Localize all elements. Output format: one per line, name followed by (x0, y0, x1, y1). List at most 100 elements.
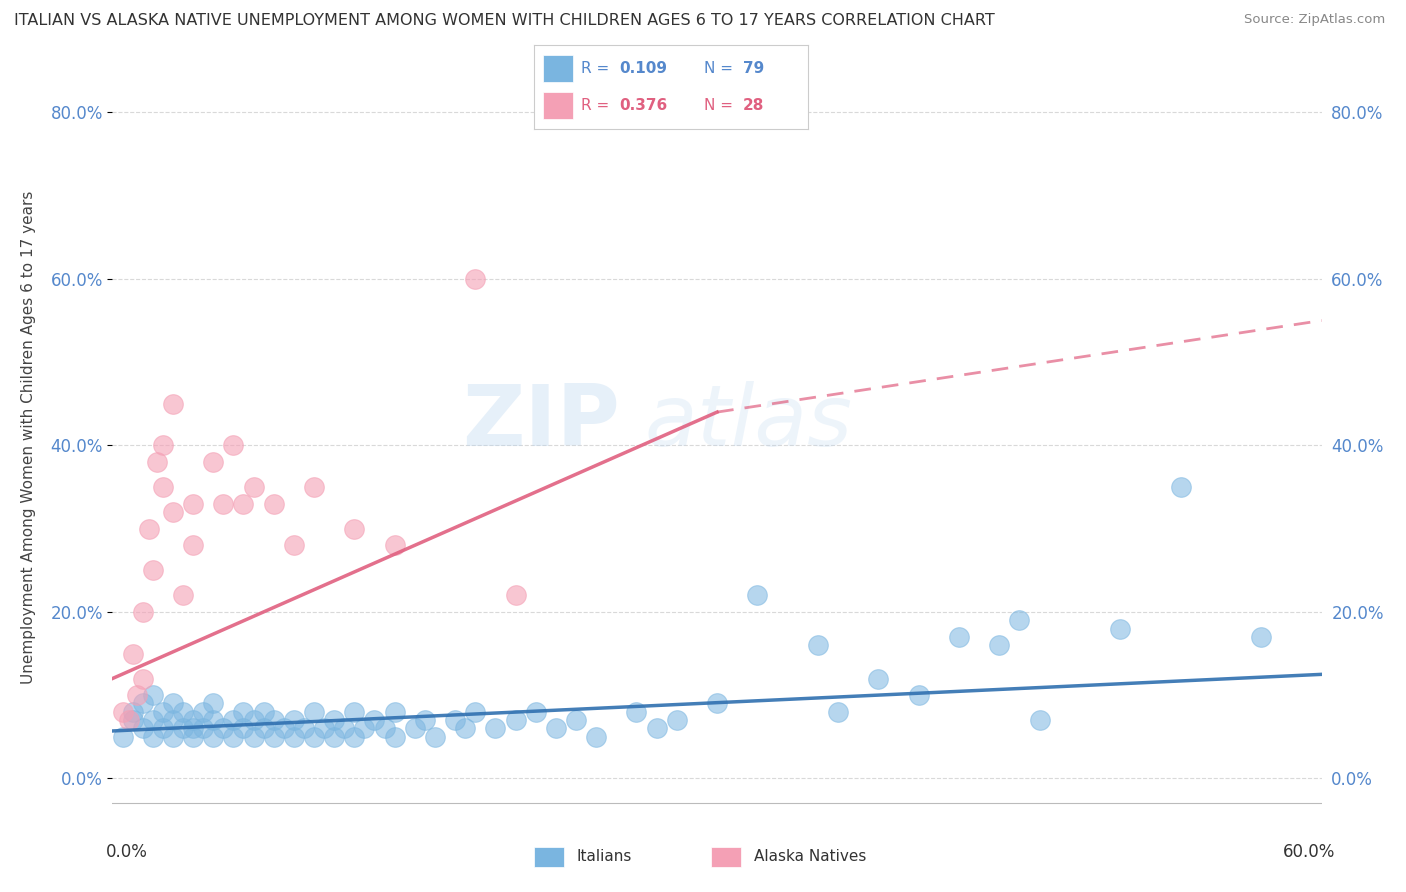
Point (202, 713, 225, 727)
Text: R =: R = (581, 98, 614, 113)
Point (524, 705, 547, 719)
Point (273, 722, 295, 736)
Point (343, 522, 366, 536)
Bar (543, 54, 572, 82)
Point (162, 697, 184, 711)
Text: Italians: Italians (576, 849, 631, 863)
Point (565, 713, 588, 727)
Point (544, 722, 567, 736)
Point (505, 713, 527, 727)
Point (706, 697, 728, 711)
Point (292, 722, 315, 736)
Text: Alaska Natives: Alaska Natives (754, 849, 866, 863)
Point (283, 713, 305, 727)
Text: 28: 28 (742, 98, 763, 113)
Point (111, 730, 134, 744)
Text: 60.0%: 60.0% (1284, 843, 1336, 861)
Point (232, 705, 254, 719)
Text: 0.109: 0.109 (619, 61, 668, 76)
Point (152, 480, 174, 494)
Point (212, 497, 235, 511)
Bar (534, 847, 564, 867)
Point (464, 705, 486, 719)
Point (384, 730, 406, 744)
Point (423, 730, 446, 744)
Point (384, 538, 406, 552)
Point (263, 497, 285, 511)
Point (181, 538, 204, 552)
Point (343, 705, 366, 719)
Point (585, 730, 607, 744)
Point (263, 730, 285, 744)
Point (827, 705, 849, 719)
Point (807, 638, 830, 652)
Point (242, 713, 264, 727)
Point (191, 722, 214, 736)
Point (162, 505, 184, 519)
Point (222, 438, 245, 452)
Point (132, 697, 155, 711)
Text: 79: 79 (742, 61, 763, 76)
Point (948, 630, 970, 644)
Point (363, 713, 385, 727)
Text: N =: N = (704, 98, 738, 113)
Point (142, 563, 165, 577)
Point (253, 705, 276, 719)
Point (302, 730, 325, 744)
Point (111, 705, 134, 719)
Point (181, 497, 204, 511)
Point (142, 713, 165, 727)
Point (484, 722, 506, 736)
Point (283, 730, 305, 744)
Point (253, 722, 276, 736)
Point (283, 538, 305, 552)
Point (323, 730, 346, 744)
Point (152, 705, 174, 719)
Point (121, 647, 143, 661)
Point (121, 713, 143, 727)
Point (665, 713, 688, 727)
Point (142, 688, 165, 702)
Point (191, 705, 214, 719)
Point (232, 722, 254, 736)
Point (333, 722, 356, 736)
Point (413, 713, 436, 727)
Point (181, 730, 204, 744)
Point (242, 730, 264, 744)
Point (747, 588, 769, 602)
Point (1008, 613, 1031, 627)
Point (404, 722, 426, 736)
Point (146, 455, 169, 469)
Point (323, 713, 346, 727)
Point (142, 730, 165, 744)
Point (1250, 630, 1272, 644)
Point (302, 705, 325, 719)
Point (117, 713, 139, 727)
Point (212, 722, 235, 736)
Point (1028, 713, 1050, 727)
Point (202, 697, 225, 711)
Bar (543, 92, 572, 120)
Point (242, 480, 264, 494)
Text: N =: N = (704, 61, 738, 76)
Point (353, 722, 375, 736)
Point (907, 688, 929, 702)
Point (181, 722, 204, 736)
Text: Source: ZipAtlas.com: Source: ZipAtlas.com (1244, 13, 1385, 27)
Point (172, 588, 194, 602)
Point (384, 705, 406, 719)
Point (645, 722, 668, 736)
Point (132, 605, 155, 619)
Text: atlas: atlas (644, 381, 852, 464)
Point (132, 672, 155, 686)
Point (505, 588, 527, 602)
Point (232, 497, 254, 511)
Point (988, 638, 1011, 652)
Text: 0.376: 0.376 (619, 98, 668, 113)
Point (222, 730, 245, 744)
Text: R =: R = (581, 61, 614, 76)
Text: ITALIAN VS ALASKA NATIVE UNEMPLOYMENT AMONG WOMEN WITH CHILDREN AGES 6 TO 17 YEA: ITALIAN VS ALASKA NATIVE UNEMPLOYMENT AM… (14, 13, 995, 29)
Point (152, 438, 174, 452)
Point (152, 722, 174, 736)
Point (302, 480, 325, 494)
